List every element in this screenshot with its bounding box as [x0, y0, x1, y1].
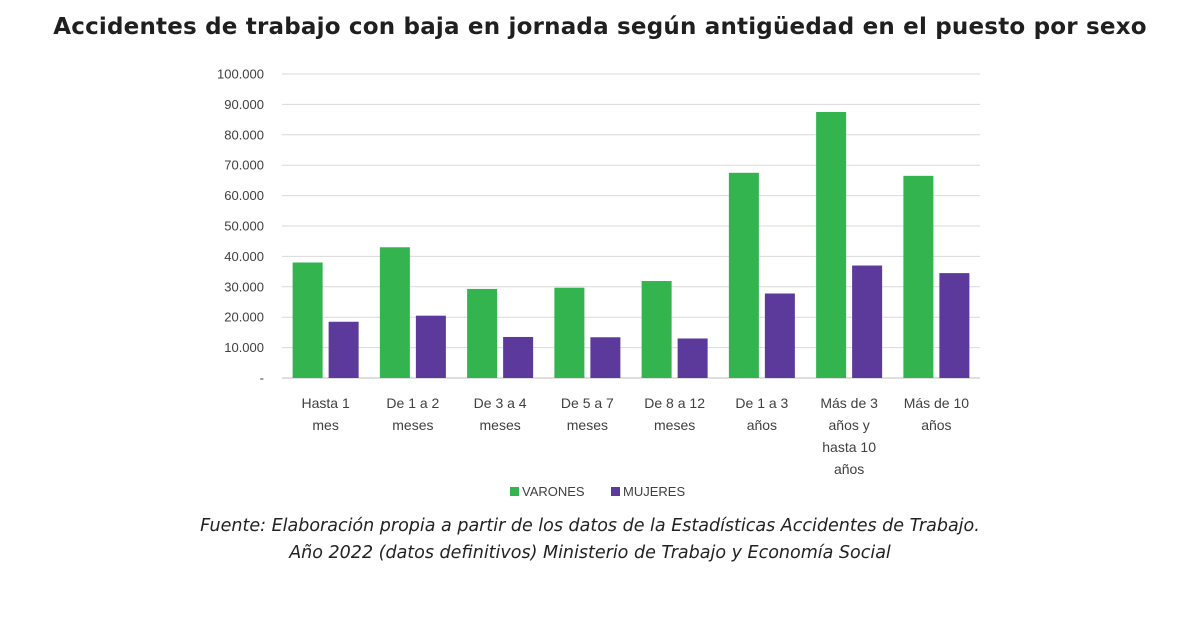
source-note: Fuente: Elaboración propia a partir de l… — [0, 513, 1180, 567]
bar-varones-4 — [641, 281, 672, 378]
bars — [292, 112, 970, 378]
bar-varones-7 — [903, 175, 934, 378]
y-tick-label: 50.000 — [224, 219, 264, 234]
y-tick-label: 40.000 — [224, 249, 264, 264]
x-category-label: De 1 a 2 meses — [386, 395, 439, 433]
y-tick-label: 20.000 — [224, 310, 264, 325]
x-category-label-line: hasta 10 — [822, 439, 876, 455]
x-category-label-line: De 5 a 7 — [561, 395, 614, 411]
bar-mujeres-1 — [415, 315, 446, 378]
x-category-label-line: Más de 10 — [904, 395, 970, 411]
x-category-label-line: meses — [480, 417, 521, 433]
y-tick-label: 60.000 — [224, 188, 264, 203]
bar-varones-5 — [728, 172, 759, 378]
y-tick-label: 30.000 — [224, 279, 264, 294]
x-category-label-line: meses — [392, 417, 433, 433]
bar-varones-2 — [467, 288, 498, 378]
x-category-label: De 8 a 12 meses — [644, 395, 705, 433]
x-category-label-line: años — [747, 417, 777, 433]
legend-item-mujeres: MUJERES — [611, 484, 685, 499]
x-category-label-line: De 8 a 12 — [644, 395, 705, 411]
y-tick-label: 100.000 — [217, 67, 264, 82]
x-category-label-line: años — [921, 417, 951, 433]
x-category-label-line: De 1 a 2 — [386, 395, 439, 411]
bar-mujeres-4 — [677, 338, 708, 378]
legend-label: MUJERES — [623, 484, 685, 499]
legend-label: VARONES — [522, 484, 585, 499]
x-category-label: De 1 a 3 años — [735, 395, 788, 433]
bar-varones-6 — [816, 112, 847, 378]
y-tick-label: 90.000 — [224, 97, 264, 112]
bar-mujeres-7 — [939, 273, 970, 378]
legend-item-varones: VARONES — [510, 484, 585, 499]
x-category-label-line: De 3 a 4 — [474, 395, 527, 411]
bar-varones-0 — [292, 262, 323, 378]
source-line-1: Fuente: Elaboración propia a partir de l… — [200, 516, 980, 536]
x-category-label-line: años — [834, 461, 864, 477]
y-tick-label: 10.000 — [224, 340, 264, 355]
x-category-label: De 3 a 4 meses — [474, 395, 527, 433]
bar-mujeres-6 — [852, 265, 883, 378]
y-tick-label: 70.000 — [224, 158, 264, 173]
bar-mujeres-0 — [328, 321, 359, 378]
bar-mujeres-5 — [764, 293, 795, 378]
y-tick-label: 80.000 — [224, 127, 264, 142]
x-category-label-line: Hasta 1 — [302, 395, 350, 411]
x-category-label-line: meses — [567, 417, 608, 433]
bar-mujeres-2 — [503, 336, 534, 378]
bar-mujeres-3 — [590, 337, 621, 378]
bar-varones-3 — [554, 287, 585, 378]
x-category-label-line: meses — [654, 417, 695, 433]
x-category-label: De 5 a 7 meses — [561, 395, 614, 433]
legend-swatch — [510, 487, 519, 496]
source-line-2: Año 2022 (datos definitivos) Ministerio … — [289, 543, 891, 563]
chart-title: Accidentes de trabajo con baja en jornad… — [53, 14, 1147, 40]
x-category-label: Más de 3 años y hasta 10 años — [820, 395, 878, 477]
y-axis-tick-labels: - 10.000 20.000 30.000 40.000 50.000 60.000 70.… — [217, 67, 264, 386]
x-category-label-line: Más de 3 — [820, 395, 878, 411]
x-category-label-line: años y — [829, 417, 870, 433]
legend: VARONES MUJERES — [510, 484, 685, 499]
x-category-label-line: De 1 a 3 — [735, 395, 788, 411]
x-category-label: Hasta 1 mes — [302, 395, 350, 433]
bar-varones-1 — [379, 247, 410, 378]
x-category-label-line: mes — [312, 417, 338, 433]
x-category-label: Más de 10 años — [904, 395, 970, 433]
legend-swatch — [611, 487, 620, 496]
y-tick-label: - — [260, 371, 264, 386]
